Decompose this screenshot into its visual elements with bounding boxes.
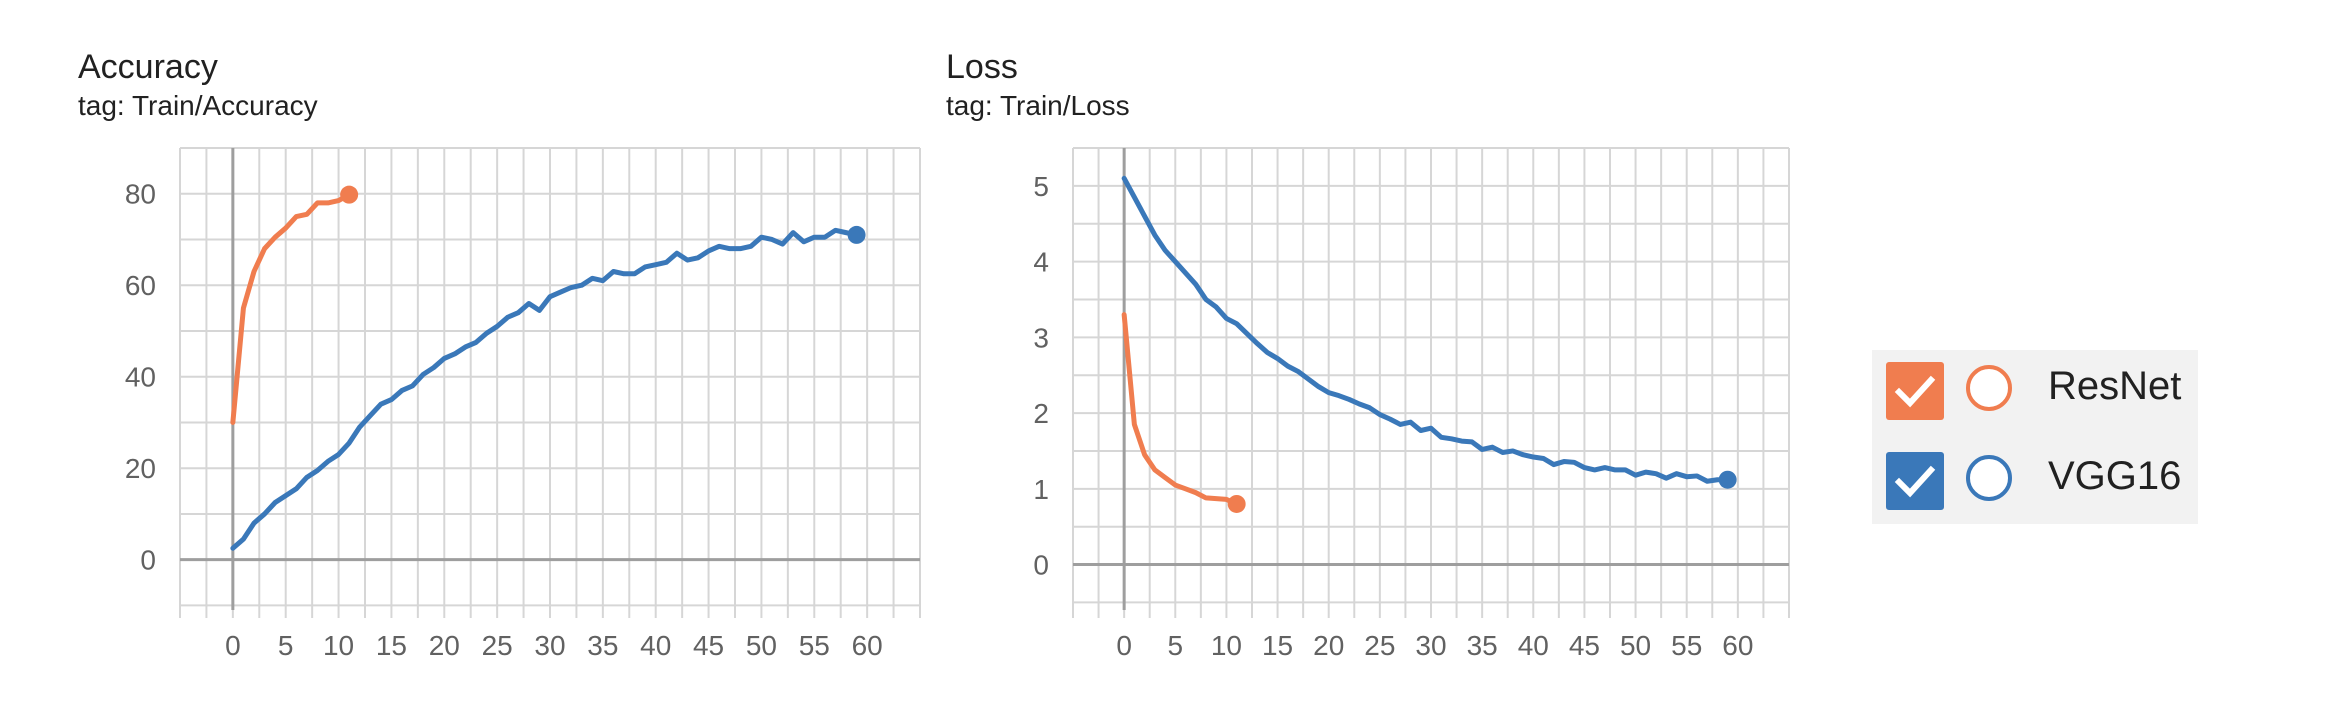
x-tick-label: 40 [1518,630,1549,661]
series-endpoint-vgg16 [847,225,866,244]
legend-item-resnet[interactable]: ResNet [1886,362,2186,420]
x-tick-label: 35 [1467,630,1498,661]
x-tick-label: 35 [587,630,618,661]
legend-item-vgg16[interactable]: VGG16 [1886,452,2186,510]
x-tick-label: 5 [278,630,294,661]
y-tick-label: 60 [125,270,156,301]
x-tick-label: 50 [1620,630,1651,661]
x-tick-label: 30 [1415,630,1446,661]
series-line-resnet [1121,312,1240,507]
legend-label: VGG16 [2048,454,2182,498]
x-tick-label: 15 [376,630,407,661]
y-tick-label: 1 [1033,474,1049,505]
chart-subtitle: tag: Train/Loss [946,90,1130,121]
y-tick-label: 80 [125,179,156,210]
checkbox-icon[interactable] [1886,452,1944,510]
grid [179,147,921,618]
x-tick-label: 45 [693,630,724,661]
x-tick-label: 60 [852,630,883,661]
series-line-vgg16 [1121,175,1731,484]
x-tick-label: 10 [323,630,354,661]
y-tick-label: 2 [1033,398,1049,429]
series-endpoint-resnet [340,185,359,204]
x-tick-label: 15 [1262,630,1293,661]
x-tick-label: 50 [746,630,777,661]
accuracy-chart: 0 5 10 15 20 25 30 35 40 45 50 55 60 0 20 40 60 80 [125,147,921,661]
y-tick-label: 4 [1033,247,1049,278]
x-tick-label: 45 [1569,630,1600,661]
legend: ResNet VGG16 [1872,350,2198,524]
x-tick-label: 40 [640,630,671,661]
grid [1072,147,1790,618]
chart-title: Accuracy [78,48,218,86]
y-tick-label: 3 [1033,322,1049,353]
series-circle-icon [1966,455,2012,501]
x-tick-label: 0 [225,630,241,661]
x-tick-label: 55 [799,630,830,661]
series-endpoint-resnet [1227,494,1246,513]
x-tick-label: 20 [1313,630,1344,661]
y-tick-label: 40 [125,362,156,393]
y-tick-label: 0 [140,545,156,576]
series-endpoint-vgg16 [1718,470,1737,489]
x-tick-label: 10 [1211,630,1242,661]
x-tick-label: 0 [1116,630,1132,661]
x-tick-label: 5 [1167,630,1183,661]
chart-title: Loss [946,48,1018,86]
x-tick-label: 60 [1722,630,1753,661]
x-tick-label: 20 [429,630,460,661]
series-line-resnet [230,192,352,425]
y-tick-label: 20 [125,453,156,484]
series-line-vgg16 [230,227,860,551]
checkbox-icon[interactable] [1886,362,1944,420]
y-tick-label: 5 [1033,171,1049,202]
y-tick-label: 0 [1033,550,1049,581]
accuracy-panel: Accuracy tag: Train/Accuracy 0 5 10 15 20 25 3… [0,0,940,710]
x-tick-label: 55 [1671,630,1702,661]
x-tick-label: 30 [534,630,565,661]
chart-subtitle: tag: Train/Accuracy [78,90,318,121]
legend-label: ResNet [2048,364,2182,408]
x-tick-label: 25 [1364,630,1395,661]
series-circle-icon [1966,365,2012,411]
x-tick-label: 25 [482,630,513,661]
loss-panel: Loss tag: Train/Loss 0 5 10 15 20 25 30 35 40 45 5… [946,48,1790,661]
